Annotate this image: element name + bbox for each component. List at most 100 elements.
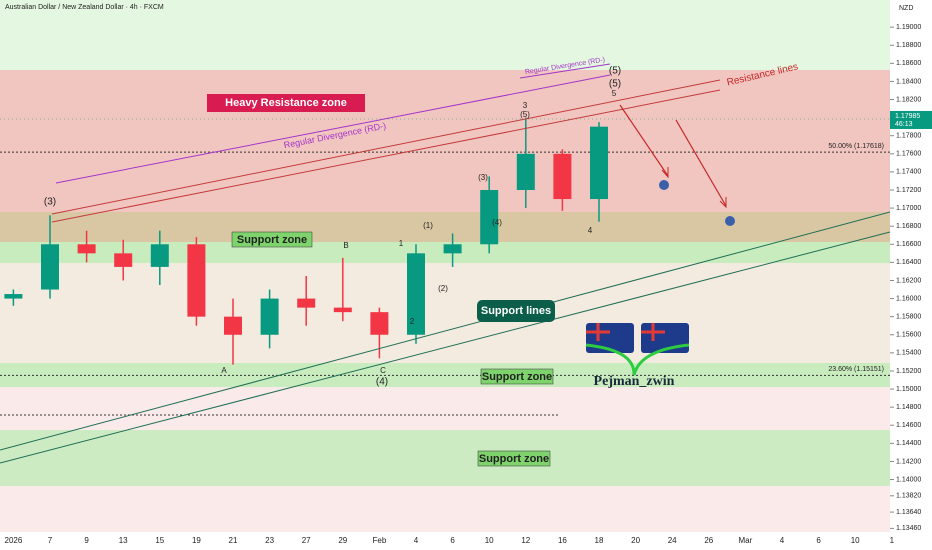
candle-body (187, 244, 206, 317)
candle-body (224, 316, 242, 335)
arrow-head (661, 167, 669, 179)
overlap-zone (0, 212, 890, 242)
wave-labels: (3) (4) (5) (5) (5) (3) (4) (1) (2) 1 2 … (44, 66, 621, 388)
x-tick-label: 2026 (5, 536, 23, 545)
candle-body (516, 153, 535, 190)
wave-label: 1 (399, 239, 404, 248)
candle-body (443, 244, 462, 254)
y-tick-label: 1.14200 (896, 458, 921, 465)
y-tick-label: 1.15800 (896, 314, 921, 321)
label-box (480, 368, 554, 385)
wave-label: (2) (438, 284, 448, 293)
wave-label: B (343, 241, 348, 250)
wave-label: 4 (588, 226, 593, 235)
y-tick-label: 1.14400 (896, 440, 921, 447)
annotation: Support zone (237, 234, 307, 246)
y-tick-label: 1.14800 (896, 404, 921, 411)
target-icon (659, 180, 669, 190)
y-tick-label: 1.15200 (896, 368, 921, 375)
zone-top (0, 0, 890, 70)
candle-body (590, 126, 608, 200)
x-tick-label: 13 (119, 536, 128, 545)
x-tick-label: 7 (48, 536, 53, 545)
y-tick-label: 1.16800 (896, 223, 921, 230)
support-line (0, 231, 891, 464)
x-tick-label: 26 (704, 536, 713, 545)
forecast-arrow (675, 119, 727, 207)
x-tick-label: 16 (558, 536, 567, 545)
candle-body (297, 298, 316, 308)
candle-body (41, 244, 59, 290)
wave-label: (5) (609, 79, 621, 90)
candle-body (260, 298, 279, 335)
annotation: Support zone (482, 371, 552, 383)
forecast-arrow (619, 104, 669, 177)
flag-connector (585, 343, 690, 376)
y-tick-label: 1.13640 (896, 509, 921, 516)
wave-label: (5) (520, 110, 530, 119)
label-box (207, 94, 365, 112)
x-tick-label: 6 (816, 536, 821, 545)
candle-body (150, 244, 169, 267)
candle-body (77, 244, 96, 254)
price-axis (890, 0, 932, 550)
annotation: Support lines (481, 305, 551, 317)
y-tick-label: 1.17000 (896, 205, 921, 212)
support-zone (0, 430, 890, 486)
flag-cross (586, 323, 665, 341)
x-tick-label: 9 (84, 536, 89, 545)
y-tick-label: 1.14600 (896, 422, 921, 429)
y-tick-label: 1.15600 (896, 332, 921, 339)
wave-label: (3) (478, 173, 488, 182)
price-tag-label: 1.17985 (895, 113, 920, 120)
label-box (231, 231, 313, 248)
y-tick-label: 1.16000 (896, 295, 921, 302)
x-tick-label: Mar (739, 536, 753, 545)
x-tick-label: 10 (485, 536, 494, 545)
y-tick-label: 1.16200 (896, 277, 921, 284)
x-tick-label: 6 (450, 536, 455, 545)
x-tick-label: 4 (780, 536, 785, 545)
wave-label: C (380, 366, 386, 375)
y-tick-label: 1.16600 (896, 241, 921, 248)
y-tick-label: 1.13820 (896, 493, 921, 500)
label-box (477, 300, 555, 322)
y-tick-label: 1.18600 (896, 60, 921, 67)
x-tick-label: 1 (890, 536, 895, 545)
x-tick-label: 19 (192, 536, 201, 545)
fib-label: 23.60% (1.15151) (828, 366, 884, 373)
wave-label: 2 (410, 317, 415, 326)
candle-body (370, 312, 389, 335)
wave-label: 5 (612, 89, 617, 98)
x-tick-label: 23 (265, 536, 274, 545)
y-tick-label: 1.13460 (896, 525, 921, 532)
x-tick-label: 29 (338, 536, 347, 545)
y-tick-label: 1.15000 (896, 386, 921, 393)
support-line (0, 211, 891, 451)
countdown: 46:13 (895, 121, 913, 128)
label-box (477, 450, 551, 467)
y-tick-label: 1.18800 (896, 42, 921, 49)
wave-label: (4) (492, 218, 502, 227)
y-tick-label: 1.18400 (896, 78, 921, 85)
time-axis (0, 532, 932, 550)
x-tick-label: 12 (521, 536, 530, 545)
y-tick-label: 1.17200 (896, 187, 921, 194)
annotation: Heavy Resistance zone (225, 97, 347, 109)
wave-label: (3) (44, 197, 56, 208)
x-tick-label: 21 (229, 536, 238, 545)
arrow-head (719, 197, 727, 209)
resistance-zone (0, 70, 890, 212)
plot (0, 117, 890, 376)
resistance-line (51, 89, 721, 223)
wave-label: A (221, 366, 227, 375)
y-tick-label: 1.17800 (896, 133, 921, 140)
annotation: Support zone (479, 453, 549, 465)
y-tick-label: 1.18200 (896, 96, 921, 103)
fib-label: 50.00% (1.17618) (828, 143, 884, 150)
x-tick-label: 10 (851, 536, 860, 545)
candle-body (114, 253, 133, 267)
x-tick-label: 20 (631, 536, 640, 545)
chart-title: Australian Dollar / New Zealand Dollar ·… (5, 4, 164, 11)
y-tick-label: 1.15400 (896, 350, 921, 357)
